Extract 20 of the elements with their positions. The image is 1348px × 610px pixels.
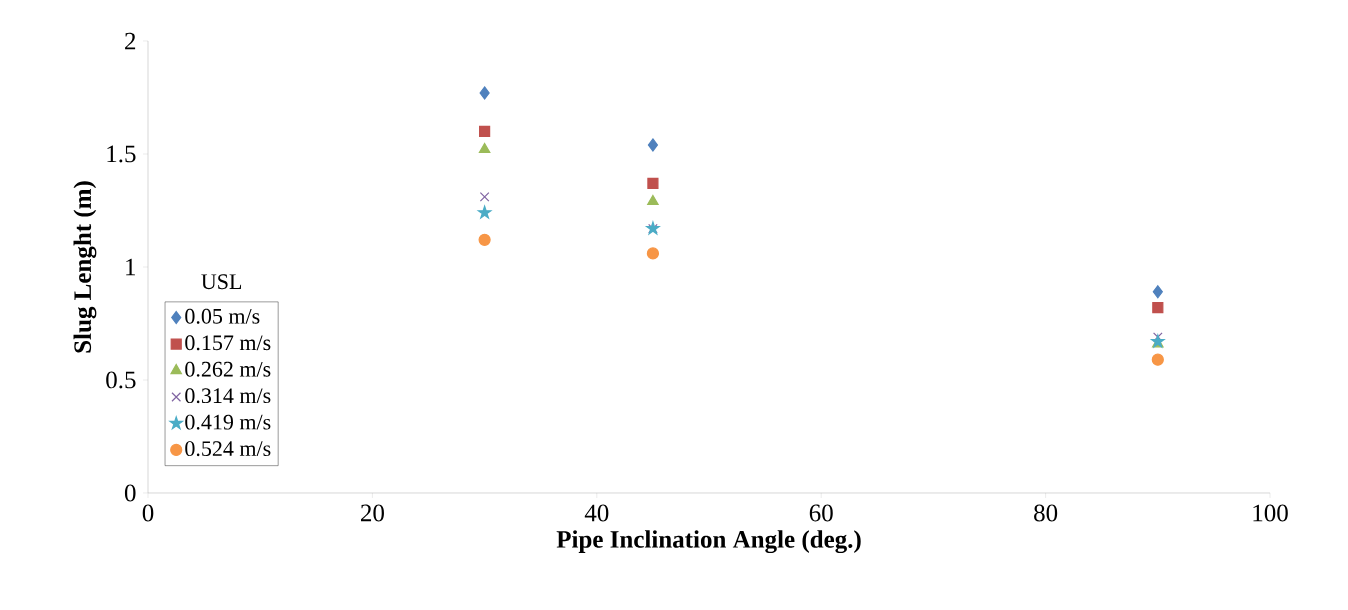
y-tick-label: 0.5 [106, 371, 136, 389]
x-tick-label: 0 [142, 504, 154, 522]
x-tick-label: 80 [1034, 504, 1058, 522]
x-tick-label: 100 [1253, 504, 1288, 522]
x-axis-title: Pipe Inclination Angle (deg.) [556, 530, 861, 554]
y-tick-label: 1 [126, 258, 135, 276]
x-tick-label: 40 [584, 504, 609, 522]
legend-label: 0.05 m/s [185, 308, 260, 324]
legend-label: 0.262 m/s [185, 361, 271, 377]
y-axis-title: Slug Lenght (m) [73, 181, 97, 353]
legend-title: USL [201, 274, 242, 290]
legend-label: 0.157 m/s [185, 335, 271, 351]
legend-label: 0.524 m/s [185, 441, 271, 457]
y-tick-label: 1.5 [107, 145, 136, 163]
legend-label: 0.314 m/s [185, 388, 271, 404]
legend-label: 0.419 m/s [185, 414, 271, 430]
y-tick-label: 2 [125, 32, 136, 50]
y-tick-label: 0 [124, 484, 136, 502]
x-tick-label: 60 [809, 504, 833, 522]
x-tick-label: 20 [361, 504, 384, 522]
